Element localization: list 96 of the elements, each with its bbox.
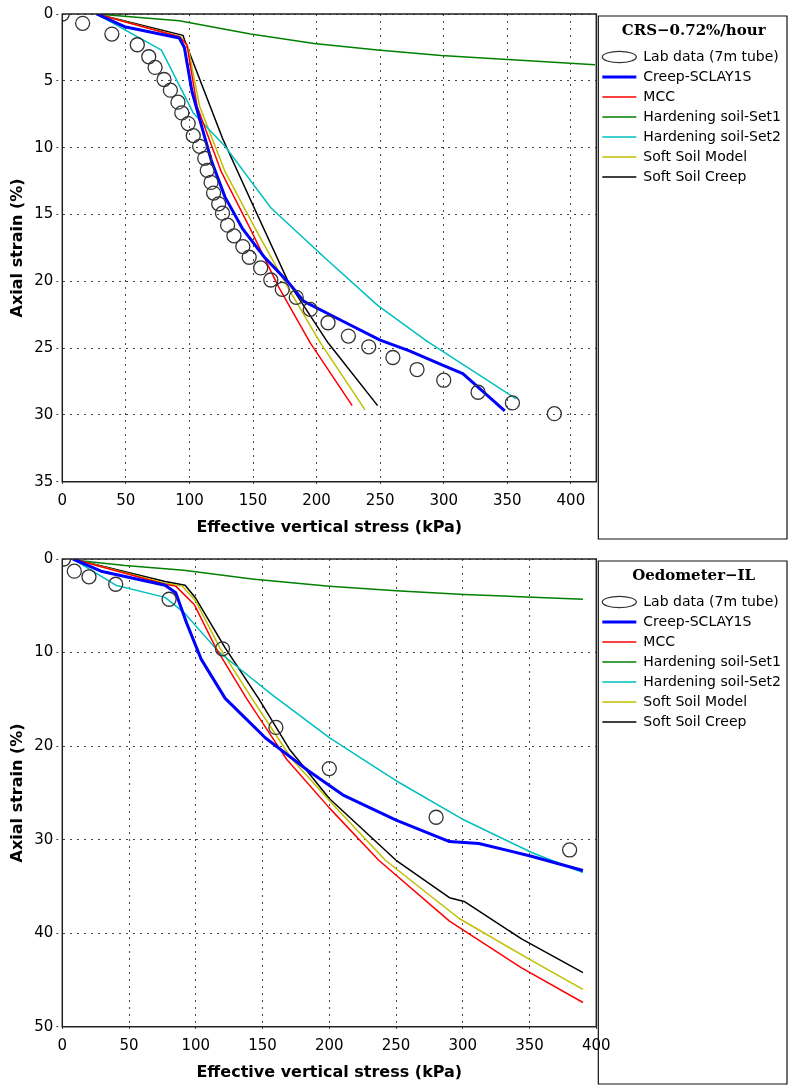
- point: [546, 405, 563, 422]
- point: [226, 228, 242, 244]
- point: [211, 196, 227, 212]
- point: [170, 94, 186, 110]
- point: [302, 301, 318, 318]
- point: [504, 395, 521, 411]
- point: [162, 82, 179, 98]
- y-axis-title: Axial strain (%): [6, 723, 26, 863]
- point: [268, 719, 284, 736]
- legend-title: Oedometer−IL: [632, 566, 756, 585]
- y-tick-label: 15: [34, 204, 54, 223]
- y-tick-label: 35: [34, 471, 54, 490]
- legend-label: Creep-SCLAY1S: [643, 67, 752, 84]
- point: [214, 641, 231, 657]
- point: [156, 71, 172, 88]
- point: [104, 26, 120, 42]
- legend-label: Hardening soil-Set2: [643, 127, 782, 144]
- point: [428, 809, 444, 825]
- point: [81, 569, 97, 585]
- x-tick-label: 200: [302, 490, 331, 509]
- x-tick-label: 150: [238, 490, 268, 509]
- legend-label: Soft Soil Creep: [643, 712, 747, 729]
- x-tick-label: 100: [181, 1035, 211, 1054]
- point: [321, 760, 337, 777]
- point: [174, 105, 190, 121]
- point: [66, 563, 82, 579]
- x-tick-label: 250: [381, 1035, 411, 1054]
- point: [74, 15, 91, 32]
- y-tick-label: 30: [34, 829, 54, 848]
- point: [141, 49, 157, 65]
- point: [214, 205, 231, 221]
- x-tick-label: 300: [429, 490, 459, 509]
- x-axis-title: Effective vertical stress (kPa): [196, 516, 463, 536]
- point: [203, 174, 219, 191]
- point: [199, 162, 215, 179]
- point: [191, 138, 208, 154]
- legend-label: Lab data (7m tube): [643, 47, 779, 64]
- x-tick-label: 0: [57, 1035, 68, 1054]
- y-tick-label: 50: [34, 1016, 54, 1035]
- point: [219, 217, 236, 233]
- y-axis-title: Axial strain (%): [6, 178, 26, 318]
- point: [129, 37, 145, 53]
- point: [320, 315, 336, 331]
- point: [252, 260, 269, 276]
- x-tick-label: 50: [119, 1035, 139, 1054]
- point: [561, 842, 578, 858]
- x-tick-label: 200: [314, 1035, 344, 1054]
- y-tick-label: 30: [34, 404, 54, 423]
- point: [147, 59, 163, 76]
- legend-label: Lab data (7m tube): [643, 592, 779, 609]
- x-tick-label: 300: [448, 1035, 478, 1054]
- y-tick-label: 5: [43, 70, 54, 89]
- point: [180, 115, 196, 132]
- legend-label: Soft Soil Model: [643, 692, 748, 709]
- legend-label: Hardening soil-Set1: [643, 107, 782, 124]
- point: [274, 281, 290, 297]
- point: [470, 384, 486, 400]
- point: [436, 372, 452, 388]
- point: [197, 150, 213, 166]
- point: [185, 127, 201, 144]
- legend-label: MCC: [643, 632, 676, 649]
- x-tick-label: 350: [493, 490, 522, 509]
- point: [241, 249, 257, 265]
- y-tick-label: 25: [34, 338, 54, 357]
- point: [205, 185, 222, 201]
- x-tick-label: 0: [57, 490, 68, 509]
- y-tick-label: 10: [34, 642, 54, 661]
- x-tick-label: 50: [116, 490, 136, 509]
- legend-label: MCC: [643, 87, 676, 104]
- y-tick-label: 0: [43, 548, 54, 567]
- point: [108, 576, 124, 592]
- point: [288, 289, 304, 305]
- x-axis-title: Effective vertical stress (kPa): [196, 1061, 463, 1081]
- point: [409, 361, 425, 378]
- x-tick-label: 350: [515, 1035, 544, 1054]
- legend-label: Hardening soil-Set2: [643, 672, 782, 689]
- point: [361, 339, 377, 355]
- legend-label: Soft Soil Creep: [643, 167, 747, 184]
- y-tick-label: 0: [43, 3, 54, 22]
- y-tick-label: 20: [34, 736, 54, 755]
- legend-label: Hardening soil-Set1: [643, 652, 782, 669]
- point: [385, 349, 401, 366]
- y-tick-label: 40: [34, 923, 54, 942]
- point: [161, 591, 177, 607]
- y-tick-label: 20: [34, 271, 54, 290]
- y-tick-label: 10: [34, 137, 54, 156]
- legend-label: Creep-SCLAY1S: [643, 612, 752, 629]
- x-tick-label: 150: [248, 1035, 277, 1054]
- x-tick-label: 400: [556, 490, 586, 509]
- legend-title: CRS−0.72%/hour: [621, 21, 767, 40]
- x-tick-label: 100: [175, 490, 204, 509]
- point: [340, 328, 357, 344]
- legend-label: Soft Soil Model: [643, 147, 748, 164]
- point: [263, 272, 279, 288]
- x-tick-label: 250: [365, 490, 395, 509]
- point: [235, 238, 251, 255]
